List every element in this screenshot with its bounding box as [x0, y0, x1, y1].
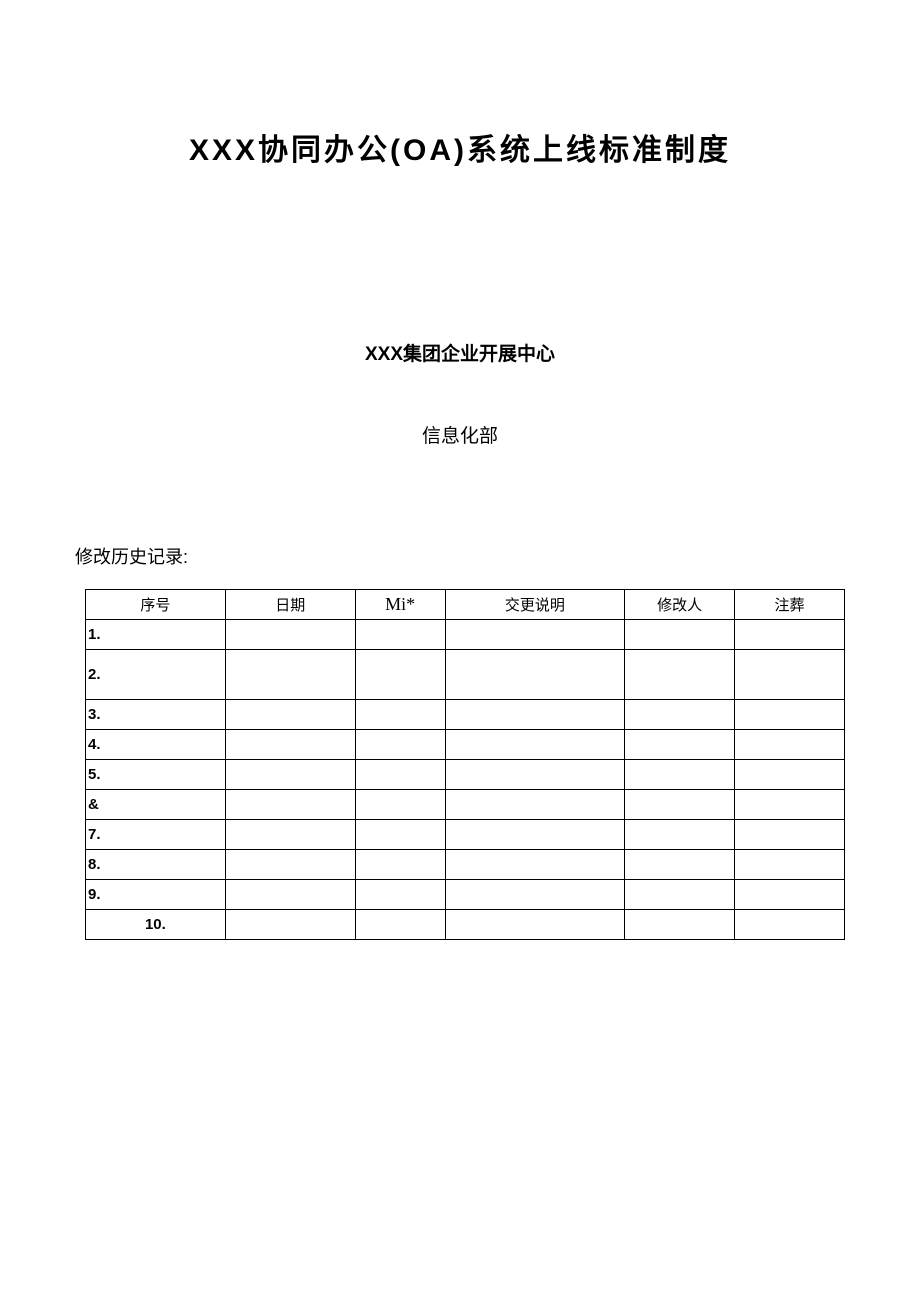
cell-desc — [445, 790, 625, 820]
cell-seq: 2. — [86, 650, 226, 700]
column-header-date: 日期 — [225, 590, 355, 620]
cell-editor — [625, 650, 735, 700]
table-row: 1. — [86, 620, 845, 650]
table-row: 9. — [86, 880, 845, 910]
column-header-mi: Mi* — [355, 590, 445, 620]
cell-desc — [445, 650, 625, 700]
cell-note — [735, 880, 845, 910]
cell-desc — [445, 760, 625, 790]
cell-seq: 3. — [86, 700, 226, 730]
cell-note — [735, 730, 845, 760]
cell-note — [735, 850, 845, 880]
cell-date — [225, 650, 355, 700]
cell-date — [225, 790, 355, 820]
table-row: 5. — [86, 760, 845, 790]
cell-editor — [625, 620, 735, 650]
cell-desc — [445, 910, 625, 940]
cell-editor — [625, 790, 735, 820]
cell-date — [225, 910, 355, 940]
cell-editor — [625, 820, 735, 850]
cell-editor — [625, 760, 735, 790]
column-header-desc: 交更说明 — [445, 590, 625, 620]
cell-mi — [355, 790, 445, 820]
cell-mi — [355, 820, 445, 850]
cell-date — [225, 700, 355, 730]
document-page: XXX协同办公(OA)系统上线标准制度 XXX集团企业开展中心 信息化部 修改历… — [0, 0, 920, 1000]
cell-note — [735, 790, 845, 820]
cell-mi — [355, 850, 445, 880]
cell-mi — [355, 650, 445, 700]
organization-name: XXX集团企业开展中心 — [75, 339, 845, 366]
revision-history-table: 序号 日期 Mi* 交更说明 修改人 注葬 1.2.3.4.5.&7.8.9.1… — [85, 589, 845, 940]
cell-mi — [355, 700, 445, 730]
table-row: 3. — [86, 700, 845, 730]
cell-editor — [625, 730, 735, 760]
cell-date — [225, 730, 355, 760]
cell-date — [225, 760, 355, 790]
cell-note — [735, 650, 845, 700]
cell-seq: 5. — [86, 760, 226, 790]
cell-seq: 4. — [86, 730, 226, 760]
cell-editor — [625, 700, 735, 730]
cell-seq: 8. — [86, 850, 226, 880]
cell-note — [735, 910, 845, 940]
column-header-note: 注葬 — [735, 590, 845, 620]
cell-desc — [445, 820, 625, 850]
column-header-seq: 序号 — [86, 590, 226, 620]
table-row: 4. — [86, 730, 845, 760]
table-row: 2. — [86, 650, 845, 700]
cell-desc — [445, 730, 625, 760]
cell-seq: 10. — [86, 910, 226, 940]
table-header-row: 序号 日期 Mi* 交更说明 修改人 注葬 — [86, 590, 845, 620]
table-row: 10. — [86, 910, 845, 940]
cell-desc — [445, 700, 625, 730]
cell-mi — [355, 910, 445, 940]
cell-seq: 9. — [86, 880, 226, 910]
cell-date — [225, 620, 355, 650]
column-header-editor: 修改人 — [625, 590, 735, 620]
cell-mi — [355, 880, 445, 910]
cell-date — [225, 820, 355, 850]
table-row: 7. — [86, 820, 845, 850]
table-row: 8. — [86, 850, 845, 880]
cell-editor — [625, 910, 735, 940]
cell-desc — [445, 620, 625, 650]
cell-seq: 1. — [86, 620, 226, 650]
cell-editor — [625, 850, 735, 880]
cell-seq: & — [86, 790, 226, 820]
table-row: & — [86, 790, 845, 820]
cell-mi — [355, 760, 445, 790]
history-section-label: 修改历史记录: — [75, 543, 845, 569]
cell-note — [735, 620, 845, 650]
cell-editor — [625, 880, 735, 910]
cell-mi — [355, 620, 445, 650]
cell-note — [735, 700, 845, 730]
cell-seq: 7. — [86, 820, 226, 850]
table-body: 1.2.3.4.5.&7.8.9.10. — [86, 620, 845, 940]
cell-desc — [445, 880, 625, 910]
cell-desc — [445, 850, 625, 880]
document-title: XXX协同办公(OA)系统上线标准制度 — [75, 125, 845, 169]
department-name: 信息化部 — [75, 421, 845, 448]
cell-date — [225, 850, 355, 880]
cell-note — [735, 760, 845, 790]
cell-mi — [355, 730, 445, 760]
cell-date — [225, 880, 355, 910]
cell-note — [735, 820, 845, 850]
